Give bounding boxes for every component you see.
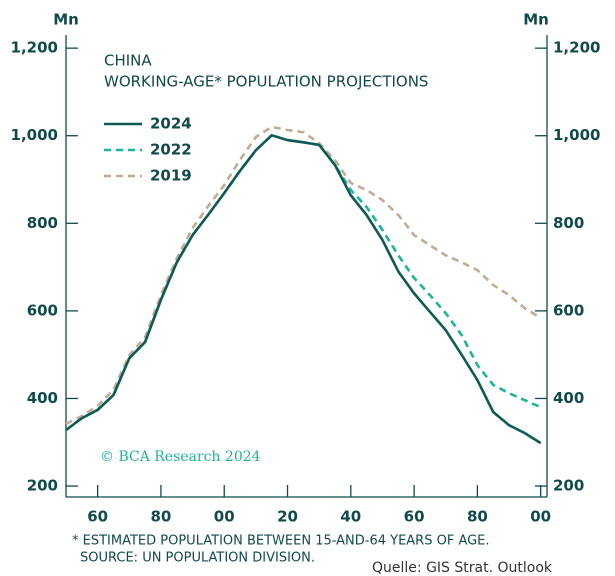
x-tick-label: 40 <box>340 508 361 526</box>
y2-tick-label: 200 <box>553 477 584 495</box>
watermark: © BCA Research 2024 <box>100 449 261 465</box>
chart-subtitle: WORKING-AGE* POPULATION PROJECTIONS <box>104 73 428 91</box>
y2-tick-label: 800 <box>553 214 584 232</box>
y2-axis-label: Mn <box>523 11 549 29</box>
footnote: SOURCE: UN POPULATION DIVISION. <box>80 551 315 566</box>
y-tick-label: 400 <box>27 389 58 407</box>
series-line <box>65 133 542 432</box>
legend-label: 2019 <box>150 167 192 185</box>
y-tick-label: 200 <box>27 477 58 495</box>
source: Quelle: GIS Strat. Outlook <box>372 560 553 576</box>
series-line <box>65 133 542 445</box>
y-tick-label: 1,200 <box>11 39 58 57</box>
x-tick-label: 60 <box>87 508 108 526</box>
x-tick-label: 00 <box>530 508 551 526</box>
x-tick-label: 80 <box>467 508 488 526</box>
y2-tick-label: 400 <box>553 389 584 407</box>
chart-title: CHINA <box>104 52 152 70</box>
y2-tick-label: 600 <box>553 301 584 319</box>
y2-tick-label: 1,200 <box>553 39 600 57</box>
legend-label: 2022 <box>150 141 192 159</box>
y-tick-label: 800 <box>27 214 58 232</box>
y-tick-label: 600 <box>27 301 58 319</box>
x-tick-label: 60 <box>404 508 425 526</box>
y-axis-label: Mn <box>53 11 79 29</box>
x-tick-label: 00 <box>214 508 235 526</box>
x-tick-label: 20 <box>277 508 298 526</box>
series-line <box>65 125 542 426</box>
y-tick-label: 1,000 <box>11 126 58 144</box>
y2-tick-label: 1,000 <box>553 126 600 144</box>
legend-label: 2024 <box>150 115 192 133</box>
x-tick-label: 80 <box>150 508 171 526</box>
footnote: * ESTIMATED POPULATION BETWEEN 15-AND-64… <box>72 534 490 549</box>
